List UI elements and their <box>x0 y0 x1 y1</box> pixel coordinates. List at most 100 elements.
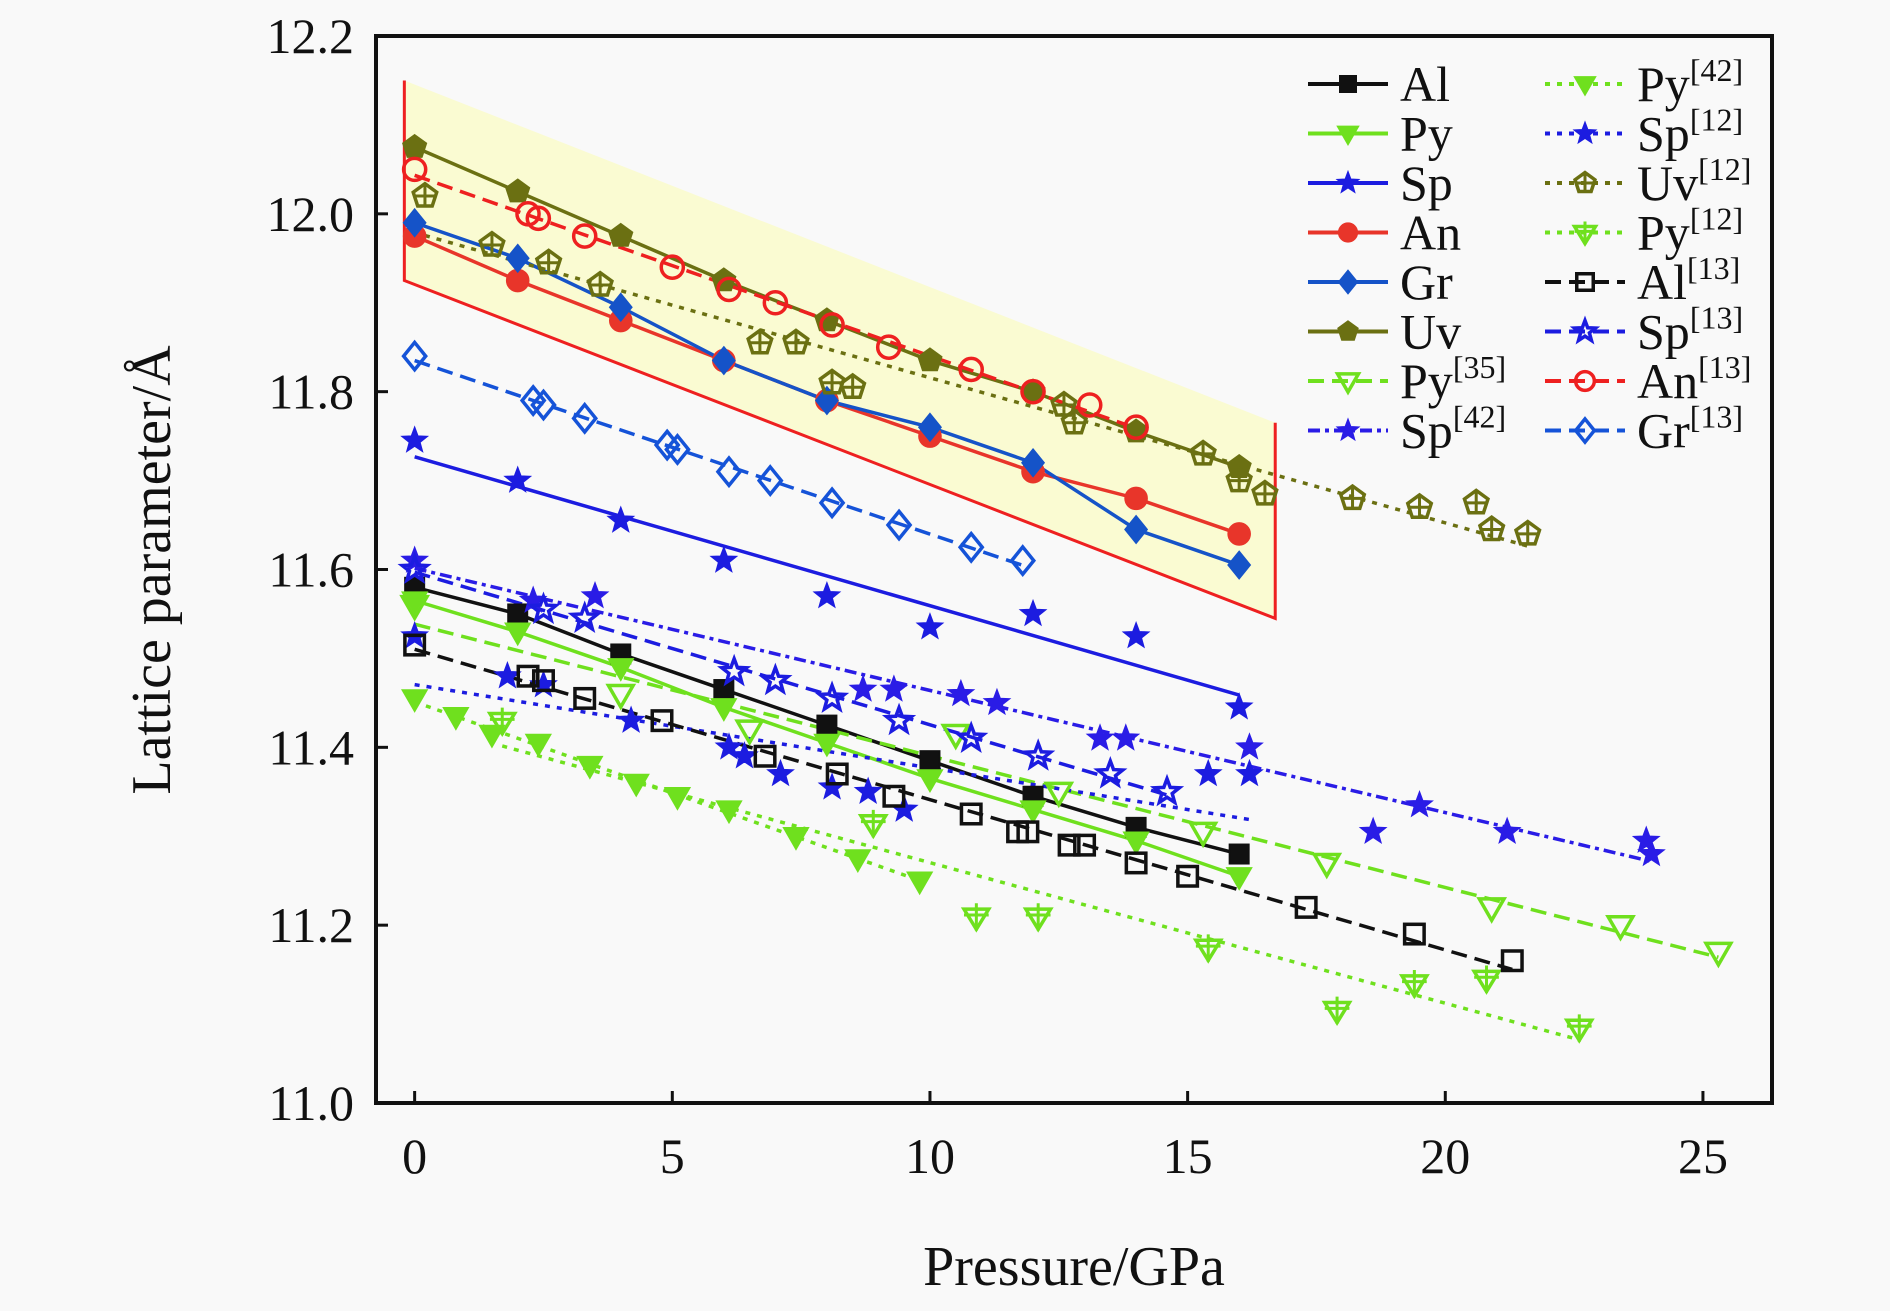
legend-label-name: Gr <box>1637 403 1690 459</box>
legend-entry: Py[35] <box>1308 349 1506 409</box>
data-point-uv <box>917 347 943 372</box>
data-point-py <box>813 733 841 758</box>
legend-marker-icon <box>1335 169 1361 194</box>
data-point-al-ref13 <box>753 744 777 768</box>
legend-label-ref: [12] <box>1698 151 1751 187</box>
x-tick-label: 5 <box>660 1128 685 1184</box>
legend-label: Sp[42] <box>1400 399 1506 459</box>
data-point-py-ref12-cross <box>963 903 989 931</box>
data-point-al-ref13 <box>959 802 983 826</box>
legend-label: Gr <box>1400 254 1453 310</box>
data-point-uv-ref12-cross <box>1191 441 1215 465</box>
data-point-py-ref42 <box>622 773 650 798</box>
data-point-sp-ref42 <box>1405 789 1434 818</box>
data-point-an-ref13 <box>716 276 742 303</box>
data-point-uv-ref12-cross <box>413 183 437 208</box>
data-point-an-ref13 <box>1020 378 1046 405</box>
data-point-sp-ref42 <box>1492 816 1522 845</box>
legend-label-name: Al <box>1637 254 1687 310</box>
data-point-sp <box>400 425 430 453</box>
data-point-gr-ref13 <box>571 401 599 435</box>
data-point-sp-ref12 <box>493 661 522 689</box>
data-point-py-ref12-cross <box>1474 965 1499 993</box>
legend-label-name: Py <box>1637 205 1690 261</box>
legend-label-ref: [12] <box>1690 102 1743 138</box>
legend-label: Al[13] <box>1637 250 1740 310</box>
data-point-al <box>919 750 941 772</box>
legend-marker-icon <box>1334 372 1362 396</box>
data-point-sp-ref13 <box>814 680 850 713</box>
y-tick-label: 11.2 <box>268 897 354 953</box>
data-point-sp-ref12 <box>766 758 795 787</box>
legend-marker-icon <box>1569 315 1601 345</box>
data-point-py-ref12-cross <box>1402 969 1427 998</box>
data-point-al <box>507 603 529 625</box>
legend-entry: Py[42] <box>1545 52 1743 112</box>
data-point-sp-ref42 <box>1631 825 1661 853</box>
data-point-sp-ref42 <box>1637 838 1666 867</box>
data-point-gr-ref13 <box>664 433 691 466</box>
legend-entry: Sp[42] <box>1308 399 1506 459</box>
legend-label: Gr[13] <box>1637 399 1743 459</box>
data-point-sp-ref13 <box>397 551 432 585</box>
data-point-py <box>1225 867 1253 891</box>
y-tick-label: 12.0 <box>267 186 355 242</box>
legend-marker-icon <box>1573 416 1597 445</box>
legend-label-name: Gr <box>1400 254 1453 310</box>
data-point-uv-ref12-cross <box>1407 494 1432 519</box>
data-point-gr-ref13 <box>756 464 784 498</box>
data-point-gr-ref13 <box>818 486 846 520</box>
data-point-al-ref13 <box>650 709 674 733</box>
data-point-al-ref13 <box>531 669 555 693</box>
legend-entry: Uv <box>1308 304 1461 360</box>
data-point-al-ref13 <box>1016 820 1040 844</box>
data-point-sp-ref13 <box>758 662 793 696</box>
legend-marker-icon <box>1336 125 1360 147</box>
legend-label: Py <box>1400 106 1453 162</box>
data-point-sp-ref13 <box>1093 756 1128 789</box>
legend-marker-icon <box>1573 369 1597 393</box>
legend-label: An[13] <box>1637 349 1751 409</box>
data-point-py-ref42 <box>663 787 692 811</box>
data-point-py-ref42 <box>576 755 604 780</box>
data-point-al-ref13 <box>1057 833 1081 857</box>
data-point-al-ref13 <box>1124 851 1148 875</box>
legend-label-ref: [13] <box>1698 349 1751 385</box>
legend: AlPySpAnGrUvPy[35]Sp[42]Py[42]Sp[12]Uv[1… <box>1308 52 1751 459</box>
data-point-py-ref42 <box>401 689 429 713</box>
legend-entry: An[13] <box>1545 349 1751 409</box>
data-point-sp <box>915 612 945 640</box>
data-point-gr <box>608 292 633 323</box>
data-point-sp-ref42 <box>879 674 909 702</box>
data-point-sp-ref12 <box>853 776 883 805</box>
legend-label-ref: [42] <box>1690 52 1743 88</box>
data-point-sp <box>812 581 842 609</box>
data-point-al <box>713 679 735 701</box>
data-point-al <box>816 714 838 736</box>
legend-label-name: Al <box>1400 56 1450 112</box>
data-point-sp-ref13 <box>1149 773 1185 807</box>
data-point-py <box>607 658 635 682</box>
legend-label-name: Sp <box>1637 304 1690 360</box>
legend-label-name: Sp <box>1400 403 1453 459</box>
data-point-py-ref12-cross <box>1025 903 1051 931</box>
data-point-sp <box>503 465 533 493</box>
data-point-py-ref12-cross <box>860 809 886 838</box>
legend-entry: Py[12] <box>1545 201 1743 261</box>
data-point-al-ref13 <box>1402 922 1426 946</box>
data-point-an-ref13 <box>958 356 984 383</box>
legend-entry: Gr[13] <box>1545 399 1743 459</box>
data-point-an-ref13 <box>762 289 789 316</box>
y-axis-label: Lattice parameter/Å <box>121 345 183 795</box>
legend-label-name: Uv <box>1400 304 1461 360</box>
series-points-py-ref12 <box>486 707 1595 1044</box>
data-point-gr <box>711 345 736 376</box>
series-points-py-ref35 <box>399 594 1734 969</box>
data-point-an-ref13 <box>1076 392 1103 418</box>
data-point-al-ref13 <box>1294 895 1318 919</box>
legend-label: Py[42] <box>1637 52 1743 112</box>
legend-marker-icon-cross <box>1574 221 1596 245</box>
data-point-al-ref13 <box>825 762 849 786</box>
y-tick-label: 12.2 <box>267 8 355 64</box>
data-point-gr-ref13 <box>715 455 743 489</box>
